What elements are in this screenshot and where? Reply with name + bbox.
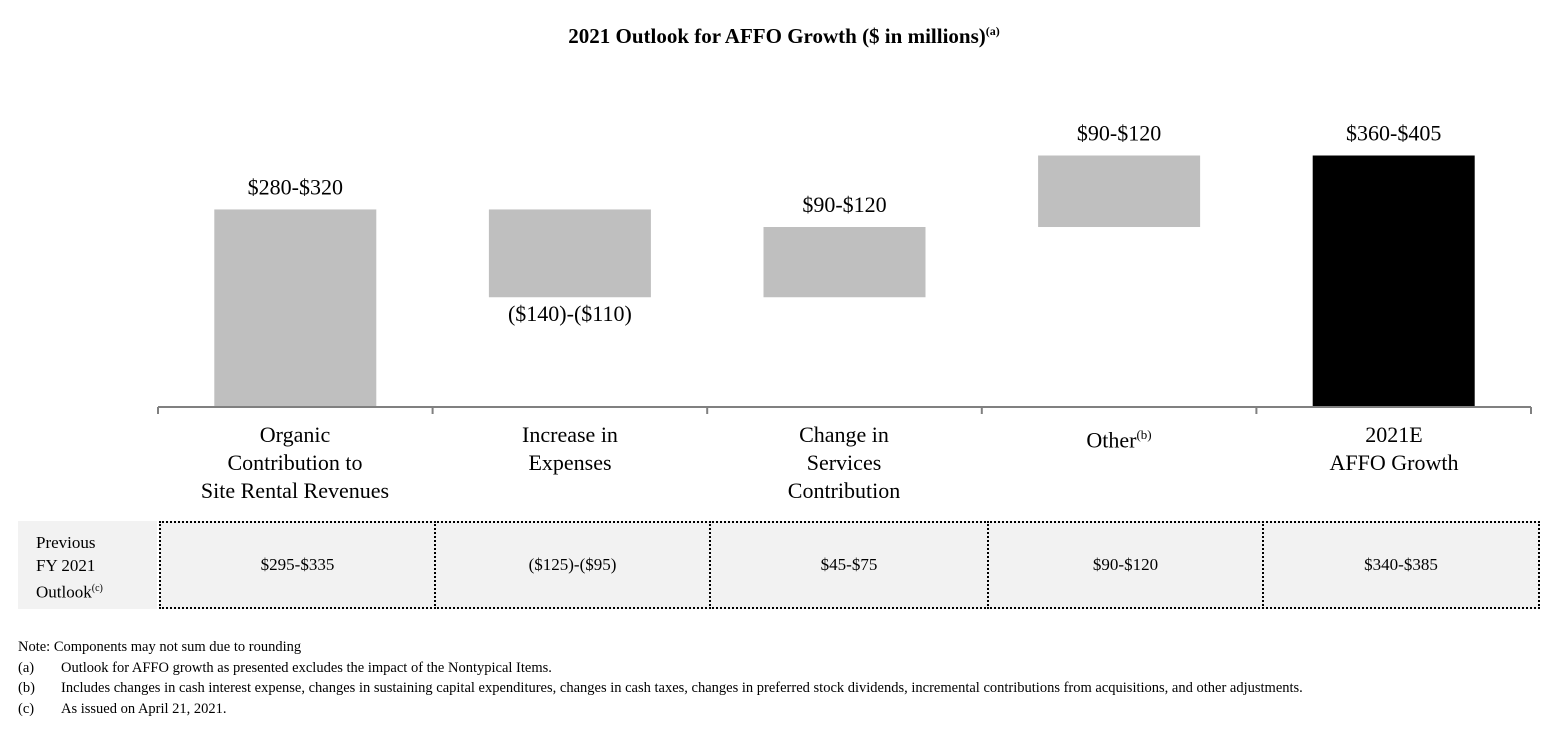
previous-outlook-cell-other: $90-$120 (987, 521, 1264, 609)
previous-outlook-cell-organic: $295-$335 (159, 521, 436, 609)
category-line: Contribution to (227, 450, 363, 475)
category-line: Other (1086, 427, 1137, 453)
category-line: Expenses (528, 450, 612, 475)
category-label-services: Change in Services Contribution (707, 421, 981, 505)
category-line: Contribution (787, 478, 901, 503)
previous-outlook-label: Previous FY 2021 Outlook(c) (18, 521, 157, 609)
previous-outlook-cell-total: $340-$385 (1262, 521, 1540, 609)
previous-outlook-cell-services: $45-$75 (709, 521, 989, 609)
footnote-text: Outlook for AFFO growth as presented exc… (61, 659, 552, 676)
footnotes: Note: Components may not sum due to roun… (18, 637, 1303, 719)
category-line: Increase in (522, 422, 618, 447)
previous-outlook-label-line: FY 2021 (36, 556, 96, 575)
previous-outlook-label-line: Previous (36, 533, 96, 552)
category-line: Organic (259, 422, 331, 447)
footnote-b: (b) Includes changes in cash interest ex… (18, 678, 1303, 699)
data-label-5: $360-$405 (1346, 121, 1441, 146)
category-footnote-ref: (b) (1136, 427, 1152, 442)
data-label-2: ($140)-($110) (508, 301, 632, 326)
chart-title-text: 2021 Outlook for AFFO Growth ($ in milli… (568, 24, 986, 48)
bar-3 (763, 227, 926, 298)
footnote-a: (a) Outlook for AFFO growth as presented… (18, 658, 1303, 679)
category-line: 2021E (1365, 422, 1423, 447)
bar-2 (488, 209, 651, 298)
category-line: Site Rental Revenues (200, 478, 390, 503)
data-label-1: $280-$320 (248, 174, 343, 199)
bar-5 (1312, 155, 1475, 407)
chart-title-footnote-ref: (a) (985, 24, 1000, 38)
data-label-4: $90-$120 (1077, 121, 1161, 146)
chart-title: 2021 Outlook for AFFO Growth ($ in milli… (0, 24, 1568, 49)
bar-4 (1038, 155, 1201, 228)
waterfall-chart: $280-$320 ($140)-($110) $90-$120 $90-$120 $3… (157, 121, 1532, 414)
footnote-c: (c) As issued on April 21, 2021. (18, 699, 1303, 720)
bar-1 (214, 209, 377, 407)
previous-outlook-cell-expenses: ($125)-($95) (434, 521, 711, 609)
footnote-key: (a) (18, 659, 35, 676)
category-label-organic: Organic Contribution to Site Rental Reve… (158, 421, 432, 505)
footnote-key: (b) (18, 680, 35, 696)
rounding-note: Note: Components may not sum due to roun… (18, 637, 1303, 658)
category-label-expenses: Increase in Expenses (433, 421, 707, 477)
footnote-key: (c) (18, 700, 35, 717)
category-line: Change in (799, 422, 889, 447)
category-line: Services (806, 450, 882, 475)
previous-outlook-footnote-ref: (c) (91, 583, 103, 594)
footnote-text: Includes changes in cash interest expens… (61, 680, 1303, 696)
previous-outlook-label-line: Outlook (36, 582, 92, 602)
category-label-other: Other(b) (982, 421, 1256, 454)
rounding-note-text: Note: Components may not sum due to roun… (18, 639, 302, 655)
category-label-total: 2021E AFFO Growth (1257, 421, 1531, 477)
data-label-3: $90-$120 (802, 192, 886, 217)
footnote-text: As issued on April 21, 2021. (61, 700, 227, 717)
category-line: AFFO Growth (1329, 450, 1459, 475)
